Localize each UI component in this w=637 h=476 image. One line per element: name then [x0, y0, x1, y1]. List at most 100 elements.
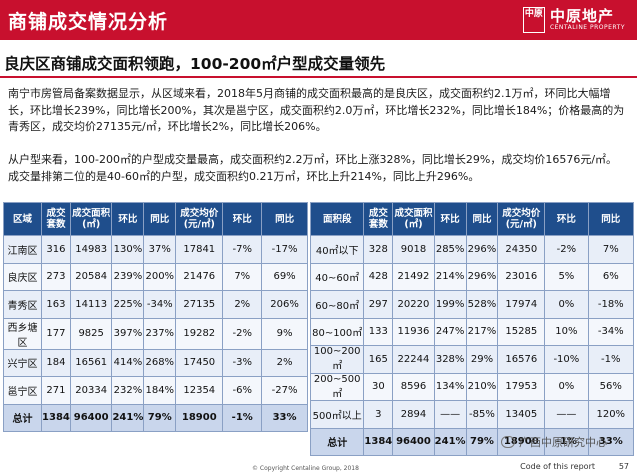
size-table-header-cell: 环比 [433, 202, 467, 236]
district-table-total-cell: -1% [222, 403, 263, 432]
size-table-cell: 13405 [497, 400, 546, 429]
district-table-header-cell: 同比 [143, 202, 177, 236]
district-table-cell: 69% [261, 262, 308, 291]
size-table-cell: 0% [544, 290, 589, 319]
size-table-row: 100~200㎡ 165 22244 328% 29% 16576 -10% -1% [309, 345, 635, 374]
size-table-header-row: 面积段 成交套数 成交面积(㎡) 环比 同比 成交均价(元/㎡) 环比 同比 [309, 202, 635, 236]
size-table-cell: 24350 [497, 235, 546, 264]
district-table-row: 西乡塘区 177 9825 397% 237% 19282 -2% 9% [2, 317, 308, 350]
size-table-header-cell: 环比 [544, 202, 589, 236]
size-table-cell: 133 [363, 317, 394, 346]
copyright-text: © Copyright Centaline Group, 2018 [252, 465, 359, 472]
district-table-cell: 271 [41, 376, 71, 405]
size-table: 面积段 成交套数 成交面积(㎡) 环比 同比 成交均价(元/㎡) 环比 同比 40㎡以下 328… [309, 202, 635, 456]
district-table-total-cell: 1384 [41, 403, 71, 432]
district-table-header-cell: 环比 [111, 202, 145, 236]
district-table-cell: 17841 [175, 235, 224, 264]
size-table-header-cell: 成交面积(㎡) [392, 202, 435, 236]
size-table-cell: 200~500㎡ [309, 372, 365, 401]
district-table-header-row: 区域 成交套数 成交面积(㎡) 环比 同比 成交均价(元/㎡) 环比 同比 [2, 202, 308, 236]
district-table-cell: -27% [261, 376, 308, 405]
district-table-cell: 2% [222, 290, 263, 319]
size-table-cell: 56% [587, 372, 635, 401]
size-table-cell: —— [433, 400, 467, 429]
size-table-cell: -85% [465, 400, 499, 429]
district-table-header-cell: 环比 [222, 202, 263, 236]
district-table-cell: 232% [111, 376, 145, 405]
size-table-header-cell: 同比 [465, 202, 499, 236]
size-table-cell: 22244 [392, 345, 435, 374]
size-table-row: 200~500㎡ 30 8596 134% 210% 17953 0% 56% [309, 372, 635, 401]
district-table-cell: 西乡塘区 [2, 317, 43, 350]
wechat-icon [501, 436, 515, 448]
size-table-total-cell: 33% [587, 427, 635, 456]
district-table-cell: 7% [222, 262, 263, 291]
size-table-cell: 528% [465, 290, 499, 319]
district-table-row: 兴宁区 184 16561 414% 268% 17450 -3% 2% [2, 348, 308, 377]
size-table-cell: 17953 [497, 372, 546, 401]
district-table-cell: 2% [261, 348, 308, 377]
district-table-header-cell: 成交套数 [41, 202, 71, 236]
centaline-logo: 中原 中原地产 CENTALINE PROPERTY [522, 6, 625, 34]
size-table-row: 60~80㎡ 297 20220 199% 528% 17974 0% -18% [309, 290, 635, 319]
size-table-cell: 2894 [392, 400, 435, 429]
size-table-cell: 21492 [392, 262, 435, 291]
size-table-cell: 165 [363, 345, 394, 374]
size-table-cell: 60~80㎡ [309, 290, 365, 319]
size-table-total-cell: 总计 [309, 427, 365, 456]
district-table-cell: 239% [111, 262, 145, 291]
district-table-cell: 163 [41, 290, 71, 319]
size-table-cell: -2% [544, 235, 589, 264]
district-table-header-cell: 区域 [2, 202, 43, 236]
district-table-cell: 9825 [69, 317, 113, 350]
district-table-cell: -2% [222, 317, 263, 350]
size-table-cell: 11936 [392, 317, 435, 346]
size-table-cell: 428 [363, 262, 394, 291]
district-table-cell: 12354 [175, 376, 224, 405]
size-table-cell: 3 [363, 400, 394, 429]
district-table-cell: 397% [111, 317, 145, 350]
district-table-row: 良庆区 273 20584 239% 200% 21476 7% 69% [2, 262, 308, 291]
size-table-cell: -34% [587, 317, 635, 346]
size-table-cell: 296% [465, 262, 499, 291]
size-table-cell: -10% [544, 345, 589, 374]
size-table-header-cell: 成交均价(元/㎡) [497, 202, 546, 236]
size-table-cell: 80~100㎡ [309, 317, 365, 346]
district-table-row: 邕宁区 271 20334 232% 184% 12354 -6% -27% [2, 376, 308, 405]
logo-mark-icon: 中原 [522, 7, 545, 33]
district-table-cell: 江南区 [2, 235, 43, 264]
logo-english-name: CENTALINE PROPERTY [549, 24, 625, 31]
subtitle-divider [0, 76, 637, 78]
size-table-cell: 247% [433, 317, 467, 346]
wechat-account: 广西中原研究中心 [501, 434, 607, 450]
district-table-cell: 184 [41, 348, 71, 377]
size-table-cell: -1% [587, 345, 635, 374]
district-table: 区域 成交套数 成交面积(㎡) 环比 同比 成交均价(元/㎡) 环比 同比 江南区 316 149… [2, 202, 308, 432]
size-table-cell: 328 [363, 235, 394, 264]
district-table-cell: 青秀区 [2, 290, 43, 319]
district-table-cell: 237% [143, 317, 177, 350]
size-table-cell: 297 [363, 290, 394, 319]
paragraph-size: 从户型来看，100-200㎡的户型成交量最高，成交面积约2.2万㎡，环比上涨32… [8, 153, 618, 183]
district-table-cell: 兴宁区 [2, 348, 43, 377]
district-table-cell: 273 [41, 262, 71, 291]
size-table-cell: 120% [587, 400, 635, 429]
size-table-header-cell: 同比 [587, 202, 635, 236]
size-table-cell: 8596 [392, 372, 435, 401]
size-table-cell: 9018 [392, 235, 435, 264]
district-table-cell: 200% [143, 262, 177, 291]
size-table-cell: 30 [363, 372, 394, 401]
district-table-cell: 27135 [175, 290, 224, 319]
size-table-cell: 10% [544, 317, 589, 346]
district-table-total-cell: 33% [261, 403, 308, 432]
district-table-header-cell: 成交面积(㎡) [69, 202, 113, 236]
district-table-cell: 邕宁区 [2, 376, 43, 405]
size-table-cell: 328% [433, 345, 467, 374]
size-table-cell: 23016 [497, 262, 546, 291]
size-table-header-cell: 面积段 [309, 202, 365, 236]
district-table-cell: 37% [143, 235, 177, 264]
size-table-cell: 40~60㎡ [309, 262, 365, 291]
size-table-cell: 199% [433, 290, 467, 319]
size-table-cell: 296% [465, 235, 499, 264]
district-table-cell: 20584 [69, 262, 113, 291]
